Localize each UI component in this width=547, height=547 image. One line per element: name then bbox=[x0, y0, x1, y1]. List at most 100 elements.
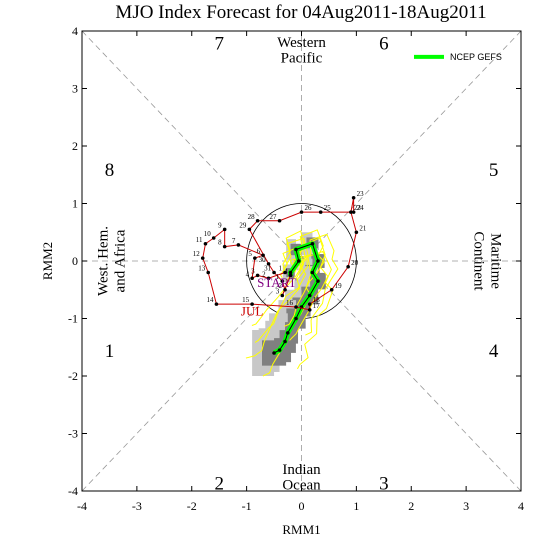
observed-day-label: 30 bbox=[259, 256, 267, 264]
observed-point bbox=[272, 270, 276, 275]
observed-point bbox=[222, 227, 227, 232]
observed-point bbox=[250, 302, 254, 306]
observed-point bbox=[318, 210, 323, 214]
observed-day-label: 17 bbox=[313, 302, 321, 310]
observed-point bbox=[255, 218, 260, 223]
observed-day-label: 2 bbox=[279, 282, 283, 290]
ensemble-member-line bbox=[245, 246, 305, 359]
chart-title: MJO Index Forecast for 04Aug2011-18Aug20… bbox=[115, 2, 486, 23]
y-tick-label: -2 bbox=[68, 369, 78, 383]
observed-day-label: 6 bbox=[257, 247, 261, 255]
observed-day-label: 31 bbox=[264, 265, 272, 273]
phase-number-1: 1 bbox=[105, 341, 115, 362]
observed-day-label: 29 bbox=[239, 221, 247, 229]
observed-day-label: 5 bbox=[248, 250, 252, 258]
observed-day-label: 20 bbox=[351, 259, 359, 267]
phase-number-3: 3 bbox=[379, 473, 389, 494]
observed-day-label: 10 bbox=[204, 230, 212, 238]
observed-day-label: 14 bbox=[206, 296, 214, 304]
forecast-mean-point bbox=[310, 241, 315, 246]
y-axis-label: RMM2 bbox=[40, 242, 55, 280]
observed-point bbox=[266, 276, 271, 281]
diagonal-line bbox=[81, 30, 522, 492]
legend-label: NCEP GEFS bbox=[450, 52, 502, 62]
x-tick-label: 1 bbox=[353, 499, 359, 513]
observed-day-label: 24 bbox=[357, 204, 365, 212]
phase-number-7: 7 bbox=[214, 34, 224, 55]
x-tick-label: 3 bbox=[463, 499, 469, 513]
x-tick-label: 4 bbox=[518, 499, 524, 513]
month-label: JUL bbox=[241, 304, 263, 319]
observed-day-label: 16 bbox=[286, 299, 294, 307]
observed-point bbox=[280, 279, 285, 283]
y-tick-label: -4 bbox=[68, 484, 78, 498]
observed-point bbox=[200, 256, 205, 260]
ensemble-member-line bbox=[251, 230, 305, 326]
x-tick-label: 0 bbox=[299, 499, 305, 513]
observed-point bbox=[266, 262, 271, 266]
phase-number-4: 4 bbox=[489, 341, 499, 362]
phase-number-2: 2 bbox=[214, 473, 224, 494]
observed-day-label: 18 bbox=[313, 296, 321, 304]
observed-day-label: 25 bbox=[324, 204, 332, 212]
observed-point bbox=[329, 287, 334, 292]
observed-point bbox=[236, 243, 241, 247]
observed-point bbox=[206, 270, 211, 275]
observed-point bbox=[277, 218, 282, 223]
ensemble-member-line bbox=[298, 233, 339, 336]
observed-day-label: 26 bbox=[305, 204, 313, 212]
y-tick-label: 1 bbox=[72, 197, 78, 211]
observed-point bbox=[203, 241, 208, 246]
observed-day-label: 28 bbox=[248, 213, 256, 221]
observed-point bbox=[250, 276, 254, 281]
y-tick-label: 2 bbox=[72, 139, 78, 153]
y-tick-label: -1 bbox=[68, 312, 78, 326]
observed-point bbox=[354, 230, 359, 235]
x-tick-label: -1 bbox=[242, 499, 252, 513]
observed-point bbox=[351, 210, 356, 214]
phase-number-6: 6 bbox=[379, 34, 389, 55]
region-label-indian-ocean: Ocean bbox=[282, 477, 321, 493]
month-label: START bbox=[257, 275, 296, 290]
x-tick-label: -4 bbox=[77, 499, 87, 513]
observed-day-label: 19 bbox=[335, 282, 343, 290]
observed-day-label: 21 bbox=[359, 224, 367, 232]
observed-point bbox=[214, 302, 219, 306]
forecast-mean-point bbox=[294, 316, 298, 321]
phase-number-8: 8 bbox=[105, 160, 115, 181]
observed-point bbox=[261, 253, 265, 258]
region-label-maritime-continent: Maritime bbox=[488, 233, 504, 289]
forecast-mean-point bbox=[277, 348, 282, 352]
phase-number-5: 5 bbox=[489, 160, 499, 181]
observed-point bbox=[351, 195, 356, 200]
region-label-western-pacific: Western bbox=[277, 35, 326, 51]
diagonal-line bbox=[81, 30, 522, 492]
forecast-mean-point bbox=[310, 270, 315, 275]
observed-day-label: 1 bbox=[276, 273, 280, 281]
observed-day-label: 2 bbox=[262, 270, 266, 278]
observed-day-label: 4 bbox=[284, 267, 288, 275]
region-label-west-hem-africa: West. Hem. bbox=[95, 226, 111, 296]
observed-day-label: 3 bbox=[251, 267, 255, 275]
observed-point bbox=[346, 264, 350, 269]
observed-point bbox=[288, 273, 293, 278]
observed-point bbox=[349, 210, 353, 214]
observed-day-label: 3 bbox=[276, 288, 280, 296]
observed-point bbox=[280, 293, 285, 298]
y-tick-label: -3 bbox=[68, 427, 78, 441]
y-tick-label: 3 bbox=[72, 82, 78, 96]
observed-point bbox=[253, 256, 257, 260]
observed-point bbox=[307, 302, 312, 306]
observed-day-label: 11 bbox=[196, 236, 203, 244]
observed-day-label: 7 bbox=[232, 237, 236, 245]
observed-point bbox=[255, 273, 260, 278]
y-tick-label: 4 bbox=[72, 24, 78, 38]
region-label-maritime-continent: Continent bbox=[471, 231, 487, 291]
observed-day-label: 12 bbox=[193, 250, 201, 258]
observed-day-label: 22 bbox=[354, 204, 362, 212]
observed-point bbox=[299, 210, 304, 214]
observed-day-label: 9 bbox=[218, 221, 222, 229]
forecast-mean-point bbox=[307, 293, 312, 298]
forecast-mean-point bbox=[272, 351, 276, 355]
